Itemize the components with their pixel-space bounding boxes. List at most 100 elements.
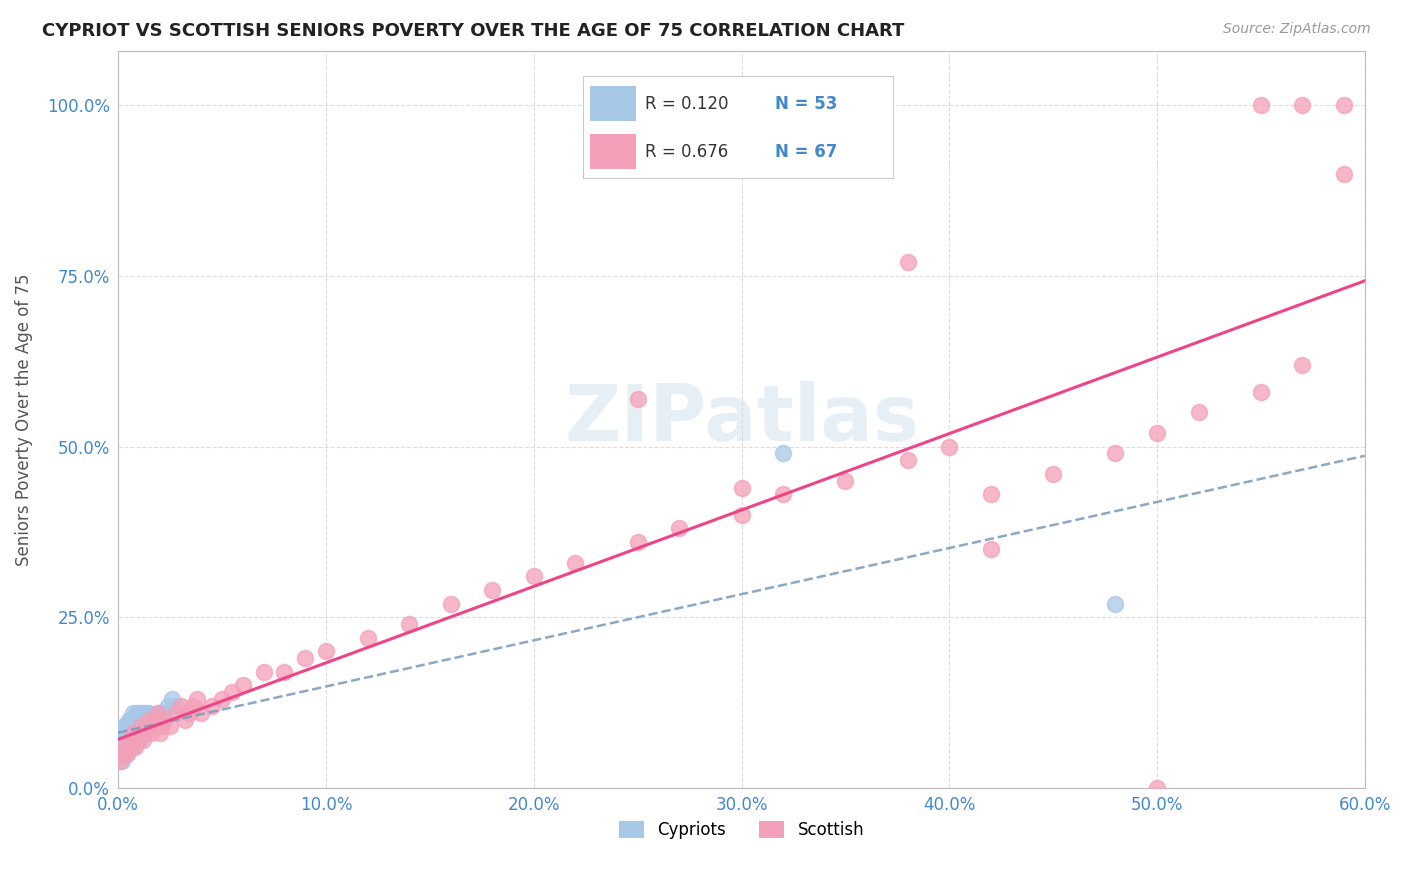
Point xyxy=(440,597,463,611)
Point xyxy=(211,692,233,706)
Point xyxy=(181,698,204,713)
FancyBboxPatch shape xyxy=(589,135,636,169)
Point xyxy=(132,733,155,747)
Point xyxy=(980,487,1002,501)
Point xyxy=(114,739,136,754)
Point xyxy=(141,713,163,727)
Point xyxy=(121,739,143,754)
Point xyxy=(111,726,134,740)
Point xyxy=(124,739,146,754)
Point xyxy=(232,678,254,692)
Point xyxy=(159,719,181,733)
Point xyxy=(668,521,690,535)
Point xyxy=(111,733,134,747)
Point xyxy=(897,453,920,467)
Point xyxy=(114,747,136,761)
Point xyxy=(117,739,139,754)
Point xyxy=(1187,405,1209,419)
Point xyxy=(125,733,148,747)
Text: R = 0.676: R = 0.676 xyxy=(645,143,728,161)
Point xyxy=(129,713,152,727)
Y-axis label: Seniors Poverty Over the Age of 75: Seniors Poverty Over the Age of 75 xyxy=(15,273,32,566)
Point xyxy=(141,726,163,740)
Point xyxy=(1104,597,1126,611)
Point xyxy=(294,651,316,665)
Point xyxy=(730,508,752,522)
Point xyxy=(150,713,173,727)
Point xyxy=(146,706,169,720)
Point xyxy=(1333,98,1355,112)
Point xyxy=(149,706,172,720)
Point xyxy=(120,726,142,740)
Point xyxy=(165,698,187,713)
Point xyxy=(117,726,139,740)
Legend: Cypriots, Scottish: Cypriots, Scottish xyxy=(612,814,870,846)
Point xyxy=(120,739,142,754)
Point xyxy=(134,719,156,733)
Point xyxy=(221,685,243,699)
Point xyxy=(1250,98,1272,112)
Point xyxy=(111,754,134,768)
Point xyxy=(132,706,155,720)
Point xyxy=(129,719,152,733)
Point xyxy=(627,392,650,406)
Point xyxy=(1042,467,1064,481)
Point xyxy=(146,706,169,720)
Point xyxy=(627,535,650,549)
Point xyxy=(730,481,752,495)
Point xyxy=(110,754,132,768)
Point xyxy=(110,739,132,754)
Point xyxy=(165,706,187,720)
Point xyxy=(169,698,191,713)
Point xyxy=(190,706,212,720)
Point xyxy=(481,582,503,597)
Point xyxy=(980,541,1002,556)
Point xyxy=(153,706,176,720)
Text: CYPRIOT VS SCOTTISH SENIORS POVERTY OVER THE AGE OF 75 CORRELATION CHART: CYPRIOT VS SCOTTISH SENIORS POVERTY OVER… xyxy=(42,22,904,40)
Point xyxy=(186,692,208,706)
Point xyxy=(115,719,138,733)
Point xyxy=(138,706,160,720)
Point xyxy=(1146,425,1168,440)
Point xyxy=(124,733,146,747)
Point xyxy=(145,713,167,727)
Point xyxy=(120,713,142,727)
Point xyxy=(136,719,159,733)
Point xyxy=(111,747,134,761)
Text: Source: ZipAtlas.com: Source: ZipAtlas.com xyxy=(1223,22,1371,37)
Point xyxy=(1250,384,1272,399)
Point xyxy=(153,713,176,727)
Point xyxy=(1104,446,1126,460)
Point xyxy=(273,665,295,679)
Point xyxy=(177,706,200,720)
Point xyxy=(142,719,165,733)
Point xyxy=(315,644,337,658)
Point xyxy=(834,474,856,488)
Point xyxy=(253,665,276,679)
Point xyxy=(117,733,139,747)
Point xyxy=(398,617,420,632)
Point xyxy=(128,706,150,720)
Point xyxy=(149,726,172,740)
Text: R = 0.120: R = 0.120 xyxy=(645,95,728,112)
Point xyxy=(162,692,184,706)
Text: N = 67: N = 67 xyxy=(775,143,838,161)
Point xyxy=(121,733,143,747)
Point xyxy=(138,719,160,733)
Point xyxy=(157,698,180,713)
Point xyxy=(114,739,136,754)
Point xyxy=(124,713,146,727)
Point xyxy=(117,739,139,754)
Point xyxy=(115,733,138,747)
Point xyxy=(121,726,143,740)
FancyBboxPatch shape xyxy=(589,87,636,121)
Point xyxy=(132,726,155,740)
Point xyxy=(1291,98,1313,112)
Point xyxy=(125,733,148,747)
Point xyxy=(136,713,159,727)
Point xyxy=(128,733,150,747)
Point xyxy=(117,713,139,727)
Point xyxy=(523,569,546,583)
Text: N = 53: N = 53 xyxy=(775,95,838,112)
Point xyxy=(938,440,960,454)
